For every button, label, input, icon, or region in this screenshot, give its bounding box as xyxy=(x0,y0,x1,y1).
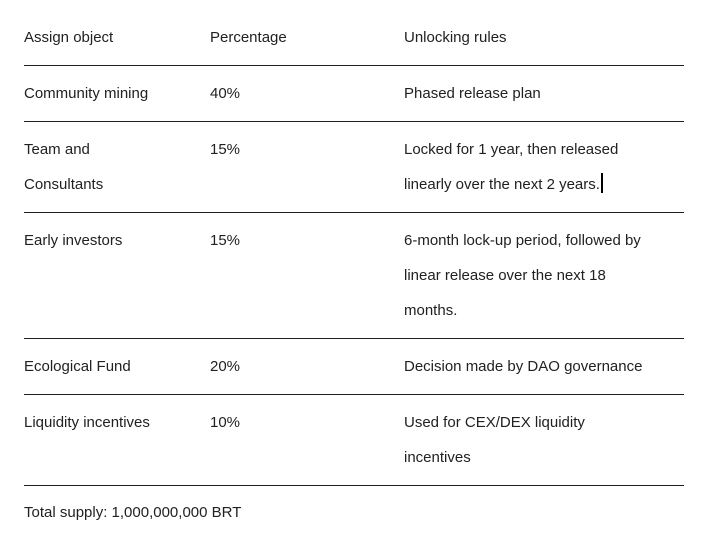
text-caret xyxy=(600,173,603,193)
table-row: Liquidity incentives 10% Used for CEX/DE… xyxy=(24,394,684,486)
table-row: Community mining 40% Phased release plan xyxy=(24,65,684,122)
rules-text: Locked for 1 year, then released linearl… xyxy=(404,141,619,193)
token-allocation-table: Assign object Percentage Unlocking rules… xyxy=(24,10,684,486)
cell-assign-object[interactable]: Ecological Fund xyxy=(24,338,210,395)
cell-percentage[interactable]: 10% xyxy=(210,394,404,486)
table-row: Ecological Fund 20% Decision made by DAO… xyxy=(24,338,684,395)
table-row: Team and Consultants 15% Locked for 1 ye… xyxy=(24,121,684,213)
total-supply-text[interactable]: Total supply: 1,000,000,000 BRT xyxy=(24,504,242,521)
cell-percentage[interactable]: 15% xyxy=(210,212,404,339)
column-header-assign-object[interactable]: Assign object xyxy=(24,10,210,66)
column-header-unlocking-rules[interactable]: Unlocking rules xyxy=(404,10,684,66)
header-row: Assign object Percentage Unlocking rules xyxy=(24,10,684,66)
table-row: Early investors 15% 6-month lock-up peri… xyxy=(24,212,684,339)
cell-percentage[interactable]: 40% xyxy=(210,65,404,122)
column-header-percentage[interactable]: Percentage xyxy=(210,10,404,66)
cell-assign-object[interactable]: Liquidity incentives xyxy=(24,394,210,486)
cell-assign-object[interactable]: Community mining xyxy=(24,65,210,122)
cell-percentage[interactable]: 20% xyxy=(210,338,404,395)
cell-percentage[interactable]: 15% xyxy=(210,121,404,213)
cell-unlocking-rules[interactable]: 6-month lock-up period, followed by line… xyxy=(404,212,684,339)
cell-assign-object[interactable]: Team and Consultants xyxy=(24,121,210,213)
cell-unlocking-rules[interactable]: Phased release plan xyxy=(404,65,684,122)
cell-unlocking-rules[interactable]: Locked for 1 year, then released linearl… xyxy=(404,121,684,213)
cell-assign-object[interactable]: Early investors xyxy=(24,212,210,339)
cell-unlocking-rules[interactable]: Used for CEX/DEX liquidity incentives xyxy=(404,394,684,486)
cell-unlocking-rules[interactable]: Decision made by DAO governance xyxy=(404,338,684,395)
